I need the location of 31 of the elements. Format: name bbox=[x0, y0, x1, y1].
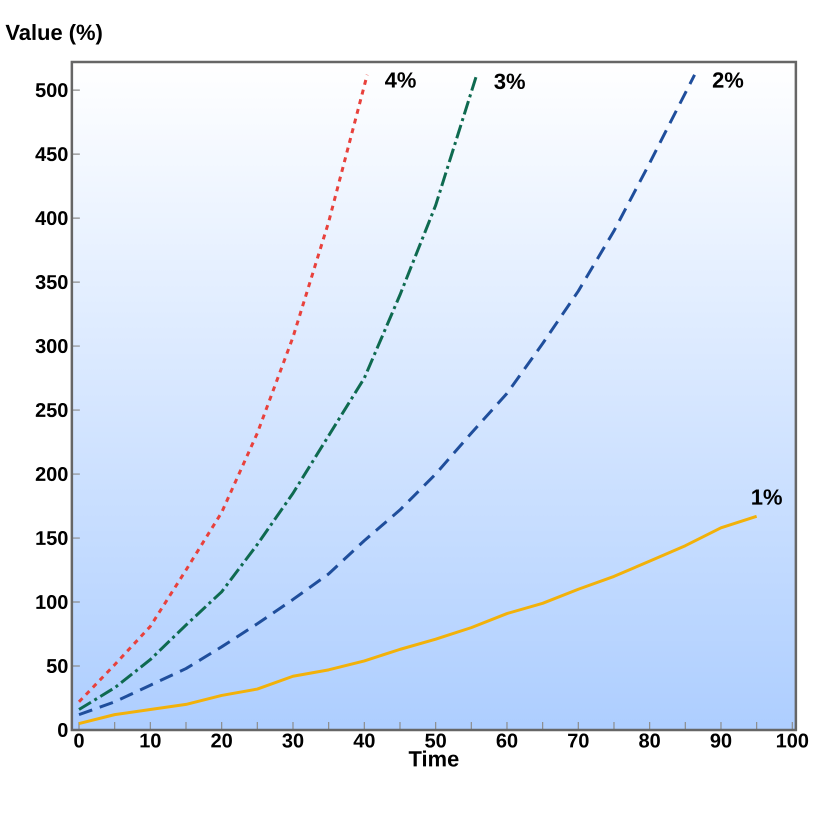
y-tick-label: 400 bbox=[35, 211, 68, 226]
series-label: 3% bbox=[494, 74, 525, 90]
x-tick-label: 50 bbox=[425, 734, 446, 748]
series-label: 4% bbox=[385, 72, 416, 88]
y-tick-label: 300 bbox=[36, 339, 68, 354]
line-series bbox=[78, 73, 369, 704]
y-tick-label: 0 bbox=[58, 722, 68, 738]
x-tick-label: 20 bbox=[211, 734, 232, 748]
y-tick-label: 150 bbox=[36, 530, 68, 546]
y-tick-label: 100 bbox=[36, 594, 68, 610]
x-tick-label: 70 bbox=[568, 734, 589, 748]
y-tick-label: 500 bbox=[36, 83, 68, 98]
y-tick-label: 50 bbox=[46, 658, 68, 674]
y-tick-label: 250 bbox=[36, 403, 68, 418]
x-tick-label: 30 bbox=[282, 734, 304, 748]
x-tick-label: 60 bbox=[496, 734, 518, 748]
x-tick-label: 100 bbox=[776, 734, 808, 748]
x-tick-label: 90 bbox=[710, 734, 732, 748]
line-series bbox=[78, 73, 696, 716]
line-series bbox=[78, 514, 758, 726]
series-label: 2% bbox=[712, 72, 744, 88]
y-tick-label: 200 bbox=[36, 467, 68, 482]
y-tick-label: 450 bbox=[35, 147, 68, 162]
x-tick-label: 10 bbox=[140, 734, 161, 748]
x-axis-title: Time bbox=[408, 750, 459, 767]
x-tick-label: 40 bbox=[354, 734, 375, 748]
y-tick-label: 350 bbox=[36, 275, 68, 290]
x-tick-label: 0 bbox=[74, 734, 84, 748]
x-tick-label: 80 bbox=[639, 734, 660, 748]
series-label: 1% bbox=[752, 489, 782, 505]
y-axis-title: Value (%) bbox=[6, 24, 102, 44]
